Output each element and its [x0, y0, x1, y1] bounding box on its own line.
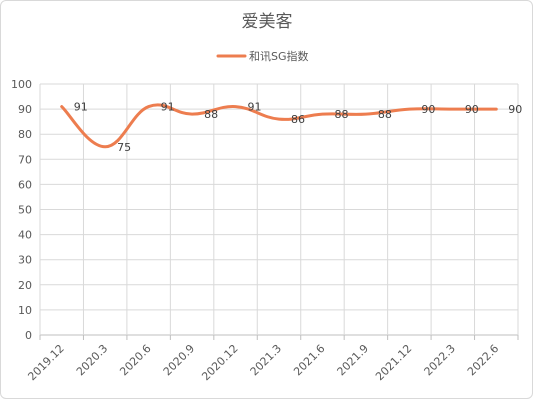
- chart-title: 爱美客: [242, 12, 293, 32]
- x-tick-label: 2020.6: [117, 342, 153, 378]
- data-label: 90: [421, 103, 435, 116]
- data-label: 90: [508, 103, 522, 116]
- data-label: 75: [117, 141, 131, 154]
- x-tick-label: 2021.9: [335, 342, 371, 378]
- y-tick-label: 50: [18, 204, 32, 217]
- y-tick-label: 70: [18, 153, 32, 166]
- y-tick-label: 10: [18, 304, 32, 317]
- y-tick-label: 20: [18, 279, 32, 292]
- series-line: [60, 103, 498, 149]
- x-tick-label: 2020.12: [199, 342, 240, 383]
- x-tick-label: 2020.3: [74, 342, 110, 378]
- data-label: 91: [248, 101, 262, 114]
- y-tick-label: 90: [18, 103, 32, 116]
- data-label: 88: [204, 108, 218, 121]
- x-tick-label: 2021.12: [373, 342, 414, 383]
- x-tick-label: 2021.6: [291, 342, 327, 378]
- data-labels: 91 75 91 88 91 86 88 88 90 90 90: [74, 101, 523, 154]
- x-tick-label: 2022.6: [465, 342, 501, 378]
- data-label: 91: [74, 101, 88, 114]
- x-axis: 2019.12 2020.3 2020.6 2020.9 2020.12 2021.3 20…: [25, 335, 519, 383]
- x-tick-label: 2022.3: [422, 342, 458, 378]
- x-tick-label: 2019.12: [25, 342, 66, 383]
- y-tick-label: 80: [18, 128, 32, 141]
- data-label: 86: [291, 113, 305, 126]
- x-tick-label: 2020.9: [161, 342, 197, 378]
- gridlines: [39, 83, 519, 336]
- data-label: 90: [465, 103, 479, 116]
- legend: 和讯SG指数: [216, 49, 309, 63]
- legend-label: 和讯SG指数: [249, 49, 309, 63]
- y-tick-label: 0: [25, 329, 32, 342]
- data-label: 88: [378, 108, 392, 121]
- y-tick-label: 40: [18, 229, 32, 242]
- y-tick-label: 60: [18, 178, 32, 191]
- data-label: 88: [334, 108, 348, 121]
- y-axis: 0 10 20 30 40 50 60 70 80 90 100: [11, 78, 32, 342]
- y-tick-label: 100: [11, 78, 32, 91]
- x-tick-label: 2021.3: [248, 342, 284, 378]
- y-tick-label: 30: [18, 254, 32, 267]
- data-label: 91: [161, 101, 175, 114]
